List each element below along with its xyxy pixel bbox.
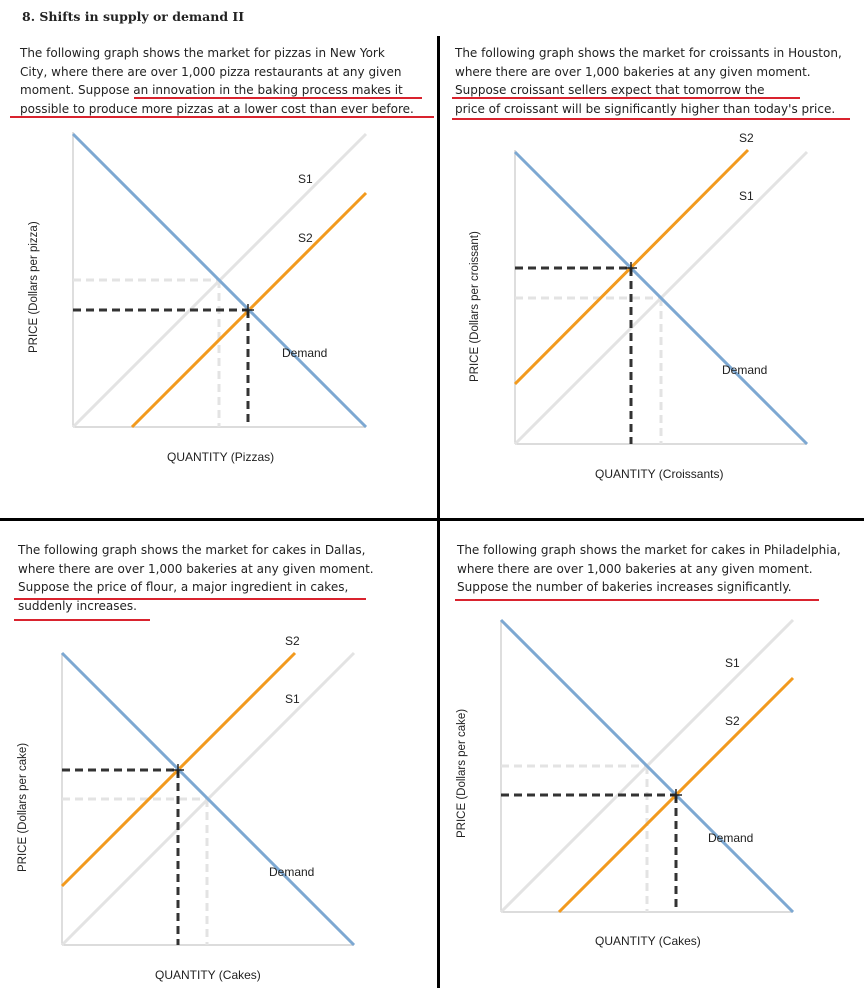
graph-croissants: PRICE (Dollars per croissant) S2 S1 Dema… [469,131,809,481]
annotation-underline [14,598,366,600]
demand-label: Demand [282,346,327,360]
demand-label: Demand [708,831,753,845]
equilibrium-marker [625,262,637,274]
desc-line: price of croissant will be significantly… [455,101,836,116]
desc-line: The following graph shows the market for… [18,543,366,557]
horizontal-divider [0,518,864,521]
s2-label: S2 [285,634,300,648]
desc-line: Suppose the price of flour, a major ingr… [18,580,349,594]
panel-1-description: The following graph shows the market for… [20,44,414,118]
demand-label: Demand [722,363,767,377]
desc-line: Suppose the number of bakeries increases… [457,580,792,594]
demand-label: Demand [269,865,314,879]
vertical-divider [437,36,440,988]
annotation-underline [455,599,819,601]
desc-line: City, where there are over 1,000 pizza r… [20,64,402,79]
annotation-underline [14,619,150,621]
y-axis-label: PRICE (Dollars per cake) [17,743,29,872]
s2-label: S2 [298,231,313,245]
y-axis-label: PRICE (Dollars per croissant) [469,231,481,382]
x-axis-label: QUANTITY (Cakes) [595,934,701,948]
annotation-underline [452,97,800,99]
desc-line: possible to produce more pizzas at a low… [20,101,414,116]
x-axis-label: QUANTITY (Cakes) [155,968,261,982]
desc-line: The following graph shows the market for… [455,46,842,60]
desc-line: moment. Suppose an innovation in the bak… [20,83,403,97]
s2-label: S2 [739,131,754,145]
demand-curve [71,132,368,429]
demand-curve [513,150,809,446]
equilibrium-marker [172,764,184,776]
demand-curve [60,651,356,947]
desc-line: The following graph shows the market for… [20,46,385,60]
s2-label: S2 [725,714,740,728]
equilibrium-marker [242,304,254,316]
x-axis-label: QUANTITY (Croissants) [595,467,723,481]
desc-line: where there are over 1,000 bakeries at a… [455,64,811,79]
page-title: 8. Shifts in supply or demand II [22,9,245,24]
desc-line: The following graph shows the market for… [457,543,841,557]
annotation-underline [10,116,434,118]
equilibrium-marker [670,789,682,801]
y-axis-label: PRICE (Dollars per pizza) [28,221,40,353]
x-axis-label: QUANTITY (Pizzas) [167,450,274,464]
panel-2-description: The following graph shows the market for… [455,44,842,118]
desc-line: where there are over 1,000 bakeries at a… [18,561,374,576]
s1-label: S1 [298,172,313,186]
s1-label: S1 [285,692,300,706]
s1-label: S1 [739,189,754,203]
panel-3-description: The following graph shows the market for… [18,541,374,615]
demand-curve [499,618,795,914]
graph-cakes-philadelphia: PRICE (Dollars per cake) S1 S2 Demand QU… [456,618,795,948]
graph-cakes-dallas: PRICE (Dollars per cake) S2 S1 Demand QU… [17,634,356,982]
desc-line: where there are over 1,000 bakeries at a… [457,561,813,576]
annotation-underline [134,97,422,99]
desc-line: Suppose croissant sellers expect that to… [455,83,765,97]
annotation-underline [452,118,850,120]
panel-4-description: The following graph shows the market for… [457,541,841,597]
s1-label: S1 [725,656,740,670]
y-axis-label: PRICE (Dollars per cake) [456,709,468,838]
desc-line: suddenly increases. [18,598,137,613]
graph-pizzas: PRICE (Dollars per pizza) S1 S2 Demand Q… [28,132,368,464]
